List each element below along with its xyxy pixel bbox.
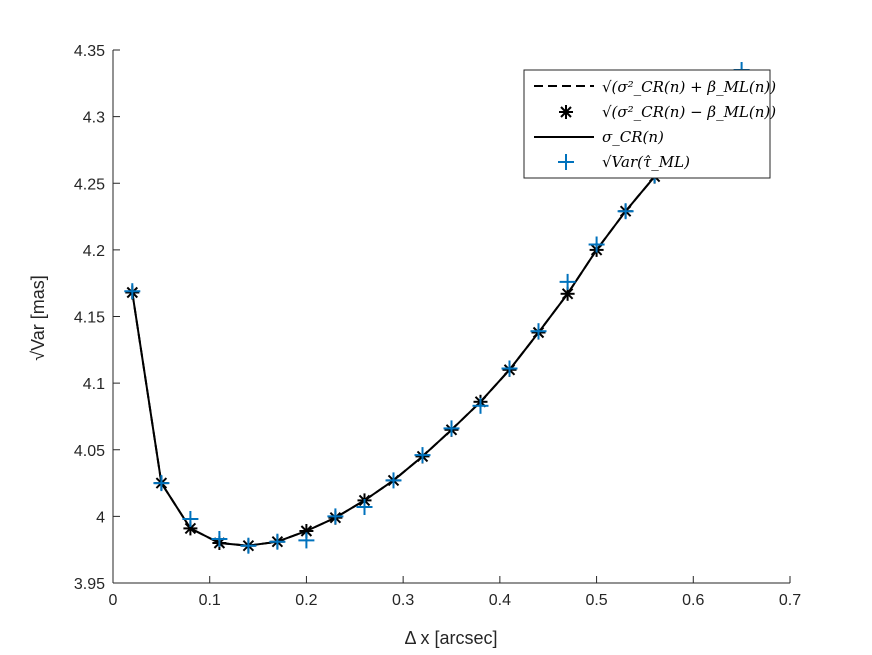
plus-marker (211, 531, 228, 547)
plot-area (124, 62, 750, 554)
plus-marker (443, 420, 460, 437)
plus-marker (530, 323, 547, 340)
svg-text:√Var [mas]: √Var [mas] (28, 275, 48, 361)
legend-label-series-2: √(σ²_CR(n) − β_ML(n)) (602, 103, 776, 121)
x-tick-label: 0 (109, 592, 118, 609)
plus-marker (414, 447, 431, 464)
x-tick-label: 0.4 (489, 592, 511, 609)
x-tick-label: 0.6 (682, 592, 704, 609)
plus-marker (501, 360, 518, 377)
x-tick-label: 0.7 (779, 592, 801, 609)
y-tick-label: 3.95 (74, 576, 105, 593)
data-series-group (124, 62, 750, 554)
legend-label-series-1: √(σ²_CR(n) + β_ML(n)) (602, 78, 776, 96)
plus-marker (182, 511, 199, 527)
plus-marker (356, 499, 373, 515)
legend-label-series-3: σ_CR(n) (602, 128, 664, 146)
axes: 0 0.1 0.2 0.3 0.4 0.5 0.6 0.7 3.95 4 4.05 4.1 4.15 4.… (74, 43, 801, 609)
x-tick-label: 0.2 (295, 592, 317, 609)
x-tick-label: 0.1 (199, 592, 221, 609)
series-3-line (131, 75, 743, 547)
plus-marker (153, 475, 170, 492)
legend-swatch-asterisk-marker (559, 105, 573, 119)
plus-marker (617, 203, 634, 220)
x-tick-label: 0.3 (392, 592, 414, 609)
y-tick-label: 4.05 (74, 443, 105, 460)
plus-marker (124, 283, 141, 300)
y-tick-label: 4.2 (83, 243, 105, 260)
plus-marker (559, 273, 576, 290)
plus-marker (327, 508, 344, 525)
y-tick-label: 4.15 (74, 310, 105, 327)
y-tick-label: 4.3 (83, 110, 105, 127)
plus-marker (385, 472, 402, 489)
legend-label-series-4: √Var(τ̂_ML) (602, 153, 690, 171)
plus-marker (472, 397, 489, 414)
legend: √(σ²_CR(n) + β_ML(n)) √(σ²_CR(n) − β_ML(… (523, 69, 776, 179)
y-tick-label: 4.25 (74, 176, 105, 193)
y-tick-label: 4.35 (74, 43, 105, 60)
y-axis-label: √Var [mas] (28, 275, 48, 361)
plus-marker (269, 533, 286, 550)
plus-marker (240, 537, 257, 554)
plus-marker (588, 236, 605, 253)
plus-marker (298, 532, 315, 549)
y-tick-label: 4.1 (83, 376, 105, 393)
x-axis-label: Δ x [arcsec] (404, 628, 497, 648)
legend-swatch-plus-marker (558, 154, 574, 170)
x-tick-label: 0.5 (585, 592, 607, 609)
y-tick-label: 4 (96, 509, 105, 526)
